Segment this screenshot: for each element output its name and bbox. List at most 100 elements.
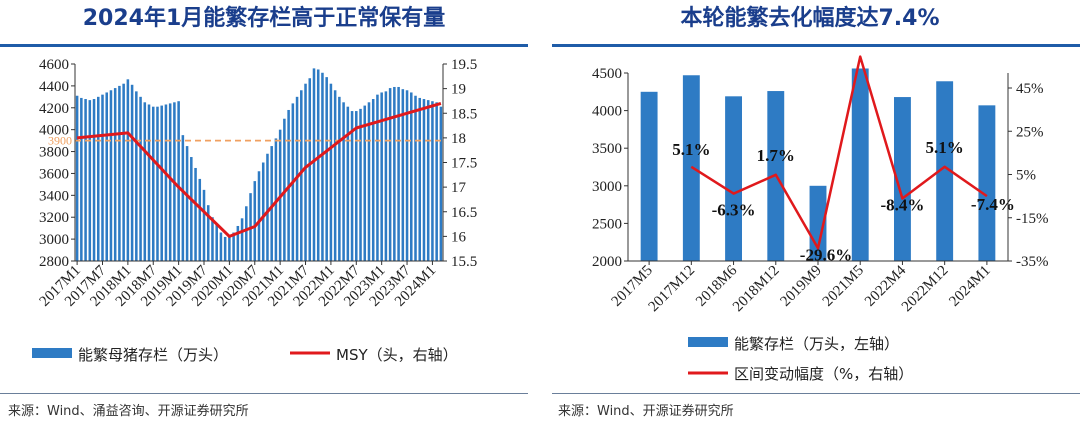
bar	[261, 162, 265, 261]
bar	[147, 104, 151, 261]
bar	[410, 92, 413, 262]
bar	[359, 108, 362, 261]
bar	[228, 235, 231, 261]
y-tick-label: 4000	[592, 104, 622, 120]
y-right-tick-label: 18.5	[451, 106, 477, 122]
data-label: 1.7%	[757, 146, 795, 165]
bar	[418, 97, 422, 262]
y-tick-label: 3800	[39, 145, 69, 161]
y-tick-label: 2800	[39, 254, 69, 270]
bar	[300, 90, 303, 261]
bar	[851, 68, 869, 262]
bar	[84, 99, 87, 261]
y-right-tick-label: 16.5	[451, 205, 477, 221]
y-right-tick-label: -15%	[1016, 211, 1049, 227]
bar	[80, 97, 83, 262]
bar	[405, 90, 409, 261]
bar	[439, 106, 443, 262]
y-tick-label: 4500	[592, 66, 622, 82]
y-tick-label: 3600	[39, 166, 69, 182]
bar	[431, 101, 434, 262]
bar	[75, 95, 79, 261]
y-right-tick-label: 17	[451, 180, 467, 196]
bar	[211, 217, 214, 261]
bar	[109, 90, 113, 261]
reference-label: 3900	[48, 134, 72, 148]
bar	[312, 68, 316, 261]
bar	[321, 72, 324, 261]
bar	[376, 94, 379, 261]
bar	[325, 77, 328, 261]
bar	[388, 88, 392, 261]
bar	[422, 99, 426, 261]
right-chart: 5.1%-6.3%1.7%-29.6%52.0%-8.4%5.1%-7.4%45…	[592, 55, 1049, 383]
bar	[371, 99, 375, 261]
legend-line-label: MSY（头，右轴）	[336, 346, 458, 364]
bar	[185, 146, 189, 261]
x-tick-label: 2024M1	[946, 263, 993, 310]
bar	[135, 91, 138, 261]
bar	[936, 81, 954, 261]
y-right-tick-label: 19.5	[451, 57, 477, 73]
data-label: -7.4%	[971, 195, 1015, 214]
x-tick-label: 2017M12	[646, 263, 699, 316]
right-chart-title: 本轮能繁去化幅度达7.4%	[680, 6, 940, 31]
bar	[245, 206, 248, 261]
x-tick-label: 2019M9	[778, 263, 825, 310]
bar	[232, 232, 235, 261]
data-label: 5.1%	[672, 140, 710, 159]
bar	[401, 89, 405, 261]
legend-bar-swatch	[32, 348, 72, 358]
bar	[329, 83, 333, 261]
bar	[168, 103, 172, 262]
y-right-tick-label: 17.5	[451, 156, 477, 172]
bar	[393, 86, 396, 261]
bar	[122, 83, 125, 261]
y-right-tick-label: 25%	[1016, 124, 1044, 140]
bar	[257, 171, 261, 261]
y-tick-label: 4600	[39, 57, 69, 73]
bar	[978, 105, 996, 261]
bar	[88, 100, 92, 261]
y-tick-label: 3000	[39, 232, 69, 248]
y-right-tick-label: 16	[451, 229, 467, 245]
left-title-rule	[0, 44, 528, 47]
y-right-tick-label: 15.5	[451, 254, 477, 270]
left-source-note: 来源：Wind、涌益咨询、开源证券研究所	[8, 404, 249, 419]
bar	[215, 224, 218, 261]
y-tick-label: 4200	[39, 101, 69, 117]
legend-bar-label: 能繁存栏（万头，左轴）	[734, 335, 899, 353]
bar	[160, 105, 163, 261]
bar	[253, 181, 257, 261]
y-right-tick-label: 18	[451, 131, 466, 147]
right-source-note: 来源：Wind、开源证券研究所	[558, 404, 734, 419]
left-bottom-rule	[0, 393, 528, 394]
y-tick-label: 2000	[592, 254, 622, 270]
right-bottom-rule	[552, 393, 1080, 394]
y-right-tick-label: -35%	[1016, 254, 1049, 270]
bar	[177, 101, 180, 262]
bar	[342, 102, 345, 261]
legend-bar-swatch	[688, 337, 728, 347]
y-tick-label: 3500	[592, 141, 622, 157]
msy-line	[76, 101, 442, 238]
bar	[92, 99, 96, 261]
bar	[118, 85, 121, 261]
bar	[338, 96, 341, 261]
bar	[333, 90, 337, 261]
x-tick-label: 2018M12	[730, 263, 783, 316]
y-tick-label: 4000	[39, 123, 69, 139]
y-tick-label: 3200	[39, 210, 69, 226]
bar	[363, 105, 367, 261]
bar	[240, 218, 244, 261]
y-tick-label: 2500	[592, 216, 622, 232]
left-chart: 3900 4600 4400 4200 4000 3800 3600 3400 3200 3000…	[32, 57, 477, 364]
bar	[190, 157, 193, 261]
bar	[126, 79, 130, 261]
y-right-tick-label: 19	[451, 82, 466, 98]
bar	[151, 106, 155, 262]
change-line	[690, 55, 988, 250]
legend-line-label: 区间变动幅度（%，右轴）	[734, 365, 913, 383]
bar	[270, 146, 273, 261]
bar	[97, 96, 100, 261]
